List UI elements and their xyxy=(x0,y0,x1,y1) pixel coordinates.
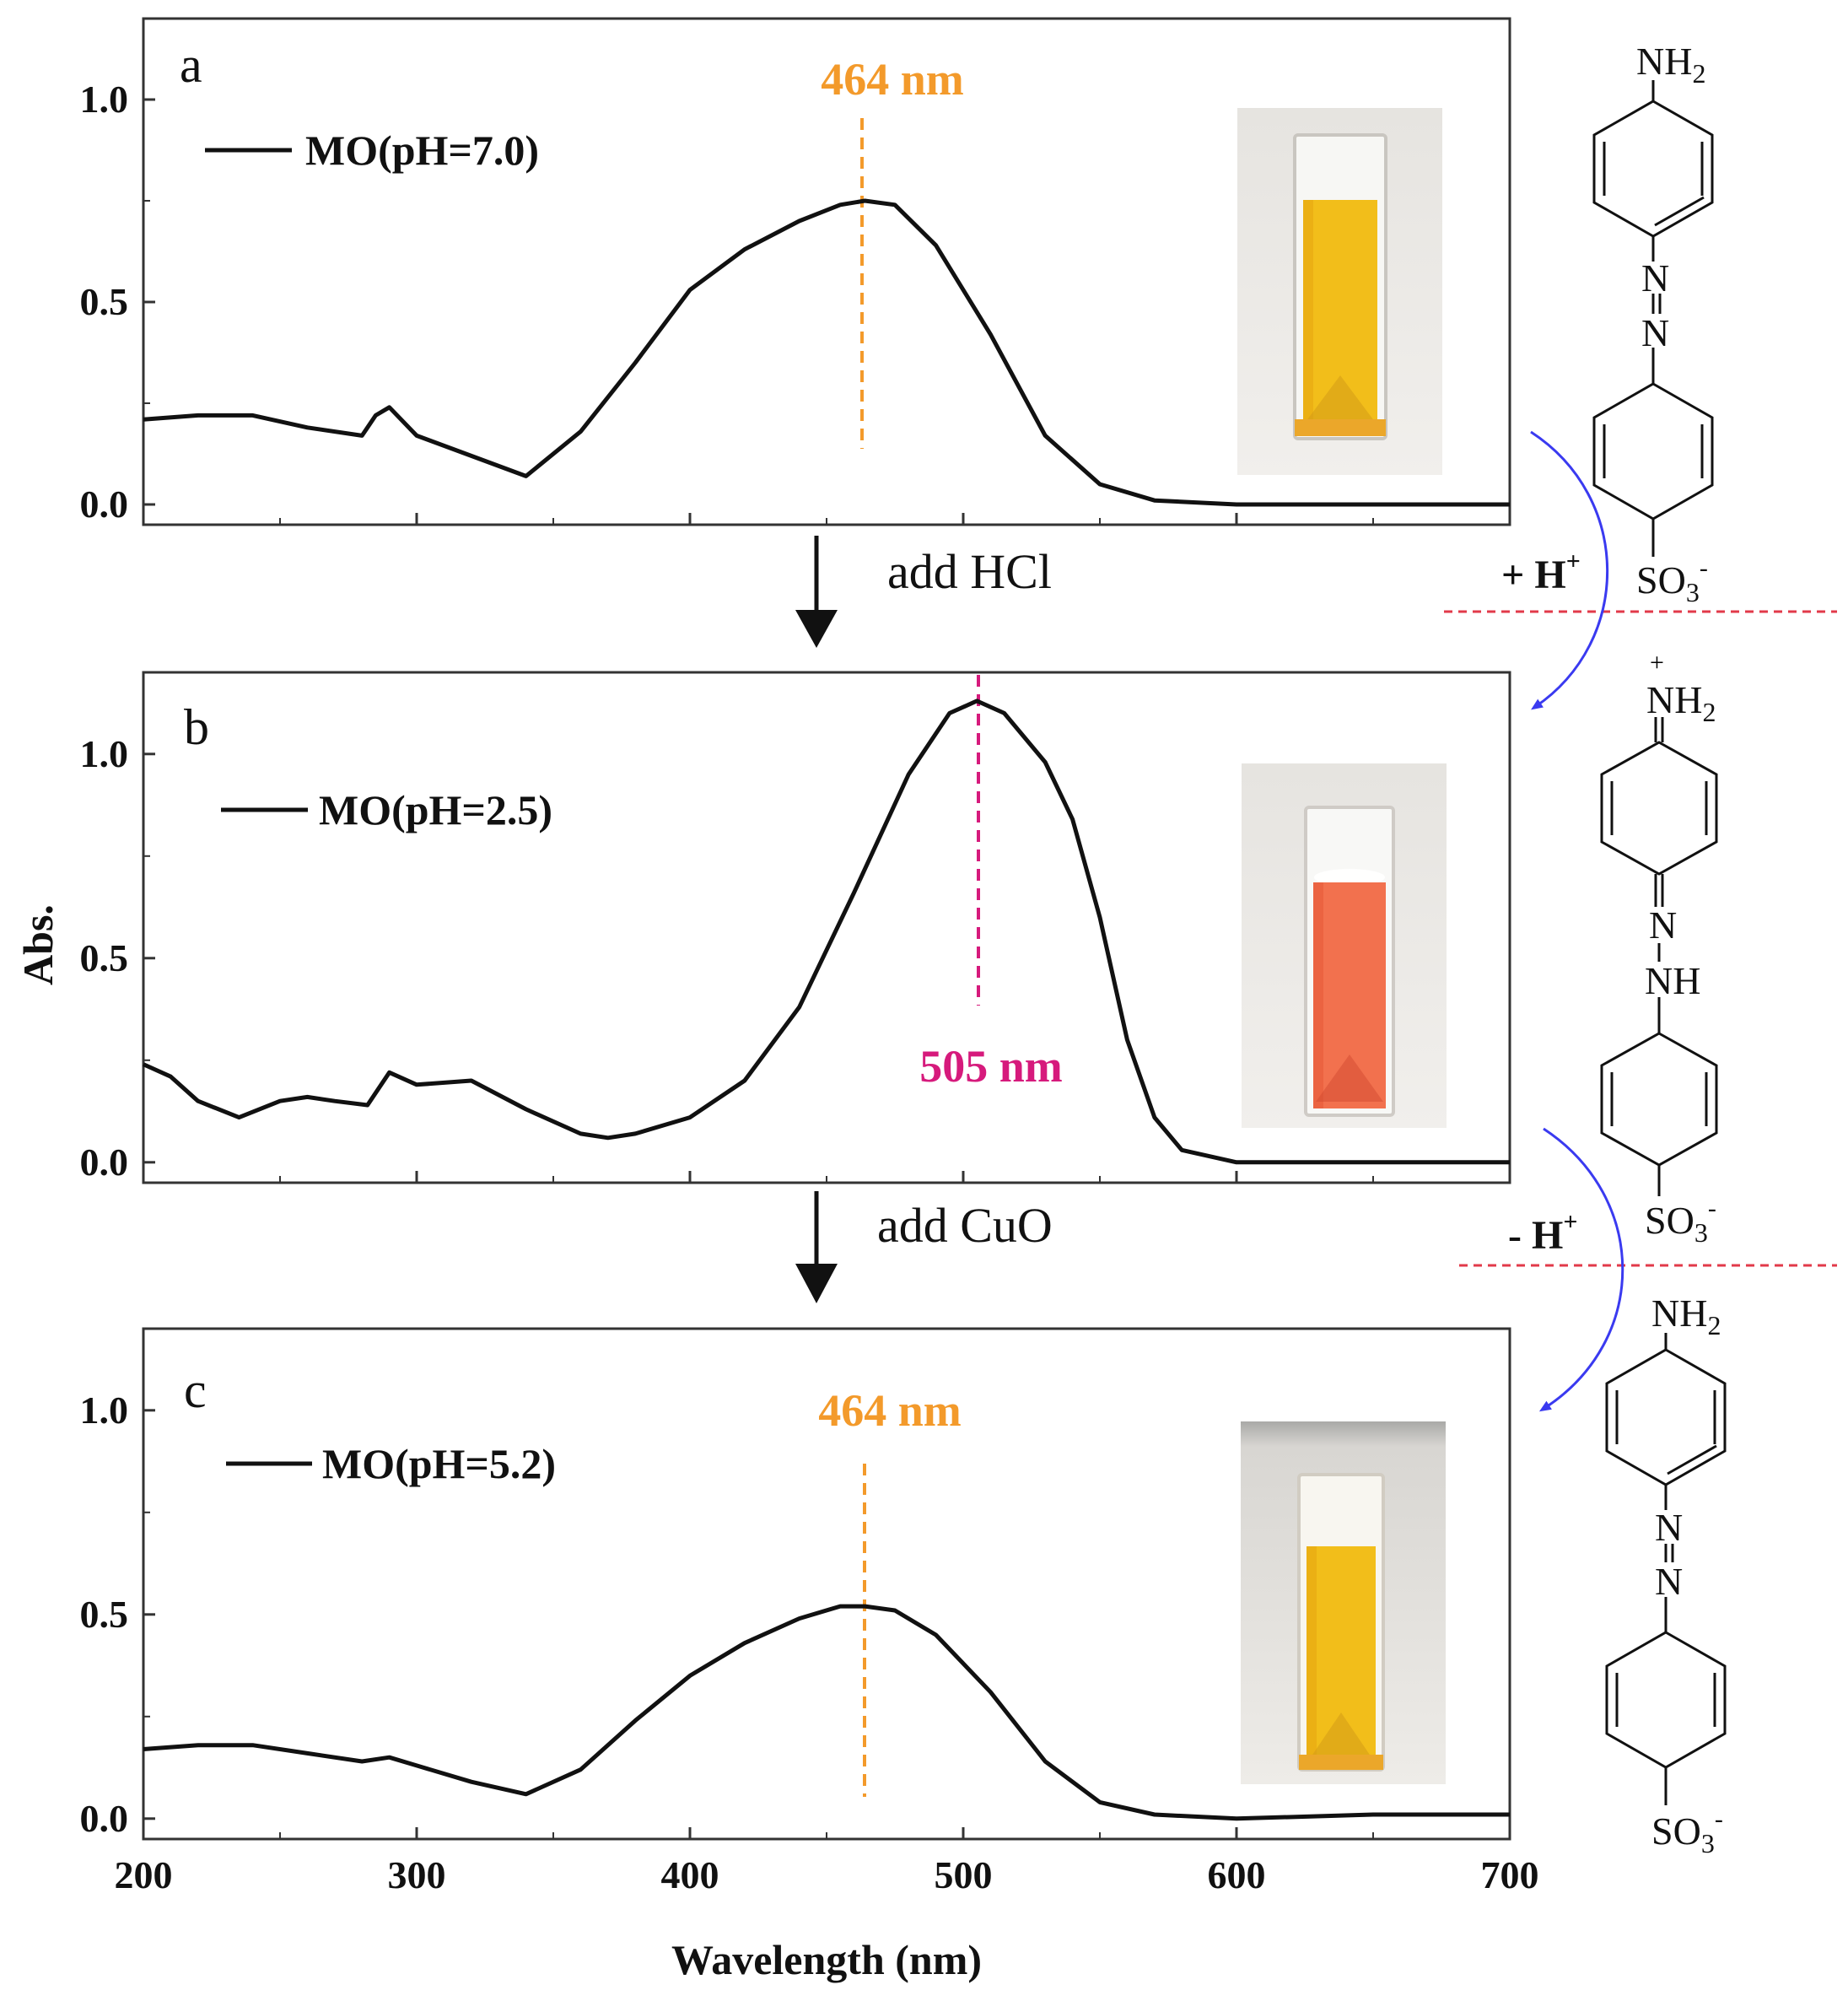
y-tick-label: 1.0 xyxy=(80,78,129,121)
azo-n-upper: N xyxy=(1655,1506,1683,1549)
structure-restored-form xyxy=(1605,1333,1727,1805)
structure-basic-form xyxy=(1592,80,1714,557)
azo-n: N xyxy=(1649,903,1677,947)
step-label: add CuO xyxy=(877,1198,1053,1253)
step-arrow-hcl: add HCl xyxy=(795,536,1052,648)
x-tick-label: 600 xyxy=(1208,1853,1266,1896)
spectrum-curve xyxy=(142,698,1510,1165)
x-tick-label: 400 xyxy=(661,1853,719,1896)
y-tick-label: 0.5 xyxy=(80,936,129,979)
sulfonate-group: SO3- xyxy=(1636,554,1708,607)
y-axis-ticks: 0.0 0.5 1.0 xyxy=(80,732,155,1184)
spectrum-curve xyxy=(143,1604,1510,1821)
y-axis-ticks: 0.0 0.5 1.0 xyxy=(80,78,155,526)
cuvette-photo xyxy=(1242,763,1447,1128)
peak-label: 464 nm xyxy=(821,54,964,105)
y-tick-label: 0.0 xyxy=(80,483,129,526)
y-tick-label: 1.0 xyxy=(80,1389,129,1432)
x-tick-label: 200 xyxy=(115,1853,173,1896)
y-tick-label: 0.0 xyxy=(80,1141,129,1184)
panel-label: a xyxy=(180,37,202,93)
structure-acidic-form xyxy=(1600,717,1718,1196)
step-label: add HCl xyxy=(887,544,1052,599)
x-axis-ticks: 200 300 400 500 600 700 xyxy=(115,1827,1539,1896)
azo-n-lower: N xyxy=(1655,1560,1683,1603)
azo-n-lower: N xyxy=(1641,311,1669,354)
step-arrow-cuo: add CuO xyxy=(795,1191,1053,1303)
legend-label: MO(pH=2.5) xyxy=(319,786,552,833)
cuvette-photo xyxy=(1241,1421,1446,1784)
deprotonation-arrow xyxy=(1538,1127,1624,1412)
x-tick-label: 500 xyxy=(935,1853,993,1896)
amine-group: NH2 xyxy=(1651,1292,1721,1340)
cuvette-photo xyxy=(1237,108,1442,475)
protonation-label: + H+ xyxy=(1501,547,1581,597)
panel-label: c xyxy=(184,1362,207,1418)
peak-label: 505 nm xyxy=(919,1041,1063,1092)
y-tick-label: 0.5 xyxy=(80,280,129,323)
y-tick-label: 0.0 xyxy=(80,1797,129,1840)
x-tick-label: 300 xyxy=(388,1853,446,1896)
azo-n-upper: N xyxy=(1641,256,1669,299)
x-axis-ticks xyxy=(142,1171,1511,1183)
protonation-arrow xyxy=(1530,430,1609,710)
legend-label: MO(pH=5.2) xyxy=(322,1440,556,1487)
y-axis-title: Abs. xyxy=(14,904,62,985)
deprotonation-label: - H+ xyxy=(1508,1208,1577,1258)
amine-group: NH2 xyxy=(1636,40,1705,89)
x-axis-title: Wavelength (nm) xyxy=(671,1936,982,1983)
panel-a: 0.0 0.5 1.0 a MO(pH=7.0) 464 nm xyxy=(80,17,1511,526)
hydrazo-nh: NH xyxy=(1645,959,1700,1002)
legend-label: MO(pH=7.0) xyxy=(305,127,539,174)
x-tick-label: 700 xyxy=(1481,1853,1539,1896)
iminium-charge: + xyxy=(1650,649,1664,677)
sulfonate-group: SO3- xyxy=(1651,1805,1723,1858)
iminium-group: NH2 xyxy=(1646,678,1716,727)
y-axis-ticks: 0.0 0.5 1.0 xyxy=(80,1389,155,1840)
panel-label: b xyxy=(184,699,209,755)
sulfonate-group: SO3- xyxy=(1645,1195,1716,1248)
spectrum-curve xyxy=(143,198,1510,507)
y-tick-label: 1.0 xyxy=(80,732,129,775)
y-tick-label: 0.5 xyxy=(80,1593,129,1636)
x-axis-ticks xyxy=(142,513,1511,525)
peak-label: 464 nm xyxy=(818,1385,962,1436)
panel-c: 0.0 0.5 1.0 200 300 400 500 600 700 c MO(pH=5.2… xyxy=(80,1327,1539,1896)
panel-b: 0.0 0.5 1.0 b MO(pH=2.5) 505 nm xyxy=(80,671,1511,1184)
